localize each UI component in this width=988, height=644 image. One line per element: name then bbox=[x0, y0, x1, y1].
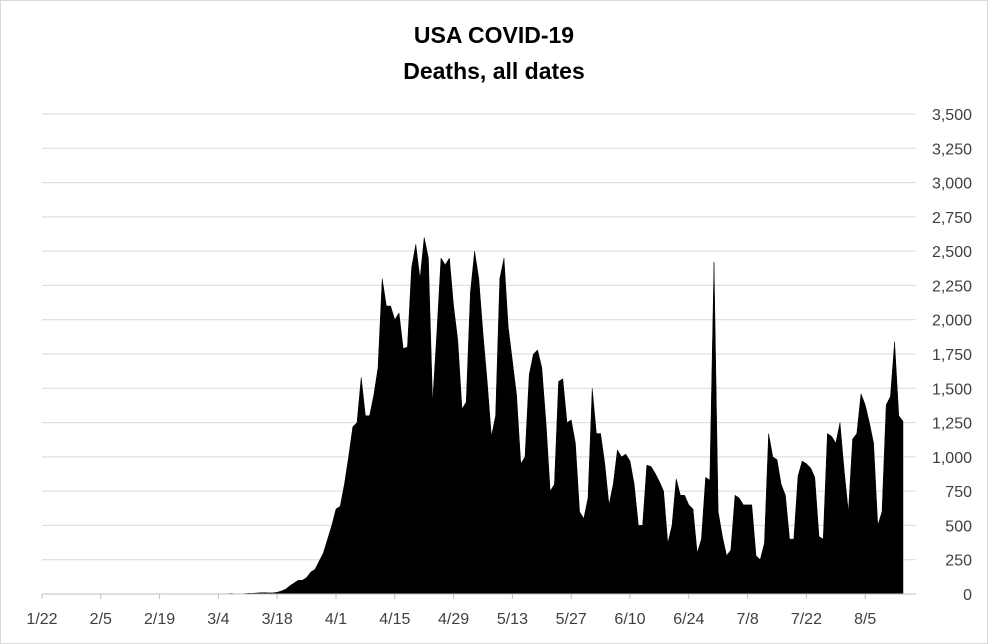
y-tick-label-10: 2,500 bbox=[932, 244, 972, 261]
y-tick-label-12: 3,000 bbox=[932, 176, 972, 193]
y-tick-label-8: 2,000 bbox=[932, 313, 972, 330]
y-tick-label-6: 1,500 bbox=[932, 381, 972, 398]
x-tick-label-2: 2/19 bbox=[144, 611, 175, 628]
x-tick-label-10: 6/10 bbox=[614, 611, 645, 628]
x-tick-label-14: 8/5 bbox=[854, 611, 876, 628]
y-tick-label-7: 1,750 bbox=[932, 347, 972, 364]
series-area bbox=[42, 237, 904, 595]
y-tick-label-14: 3,500 bbox=[932, 107, 972, 124]
x-tick-label-12: 7/8 bbox=[736, 611, 758, 628]
y-tick-label-1: 250 bbox=[945, 553, 972, 570]
x-tick-label-9: 5/27 bbox=[556, 611, 587, 628]
y-tick-label-2: 500 bbox=[945, 518, 972, 535]
x-tick-label-5: 4/1 bbox=[325, 611, 347, 628]
y-tick-label-4: 1,000 bbox=[932, 450, 972, 467]
chart-subtitle: Deaths, all dates bbox=[403, 58, 585, 84]
y-tick-label-9: 2,250 bbox=[932, 278, 972, 295]
x-tick-label-6: 4/15 bbox=[379, 611, 410, 628]
y-tick-label-0: 0 bbox=[963, 587, 972, 604]
x-tick-label-8: 5/13 bbox=[497, 611, 528, 628]
chart-title: USA COVID-19 bbox=[413, 22, 575, 48]
y-tick-label-11: 2,750 bbox=[932, 210, 972, 227]
y-tick-label-13: 3,250 bbox=[932, 141, 972, 158]
x-tick-label-4: 3/18 bbox=[262, 611, 293, 628]
x-tick-label-7: 4/29 bbox=[438, 611, 469, 628]
x-tick-label-13: 7/22 bbox=[791, 611, 822, 628]
x-tick-label-3: 3/4 bbox=[207, 611, 229, 628]
x-tick-label-11: 6/24 bbox=[673, 611, 704, 628]
x-tick-label-0: 1/22 bbox=[26, 611, 57, 628]
y-tick-label-3: 750 bbox=[945, 484, 972, 501]
y-tick-label-5: 1,250 bbox=[932, 416, 972, 433]
x-tick-label-1: 2/5 bbox=[90, 611, 112, 628]
